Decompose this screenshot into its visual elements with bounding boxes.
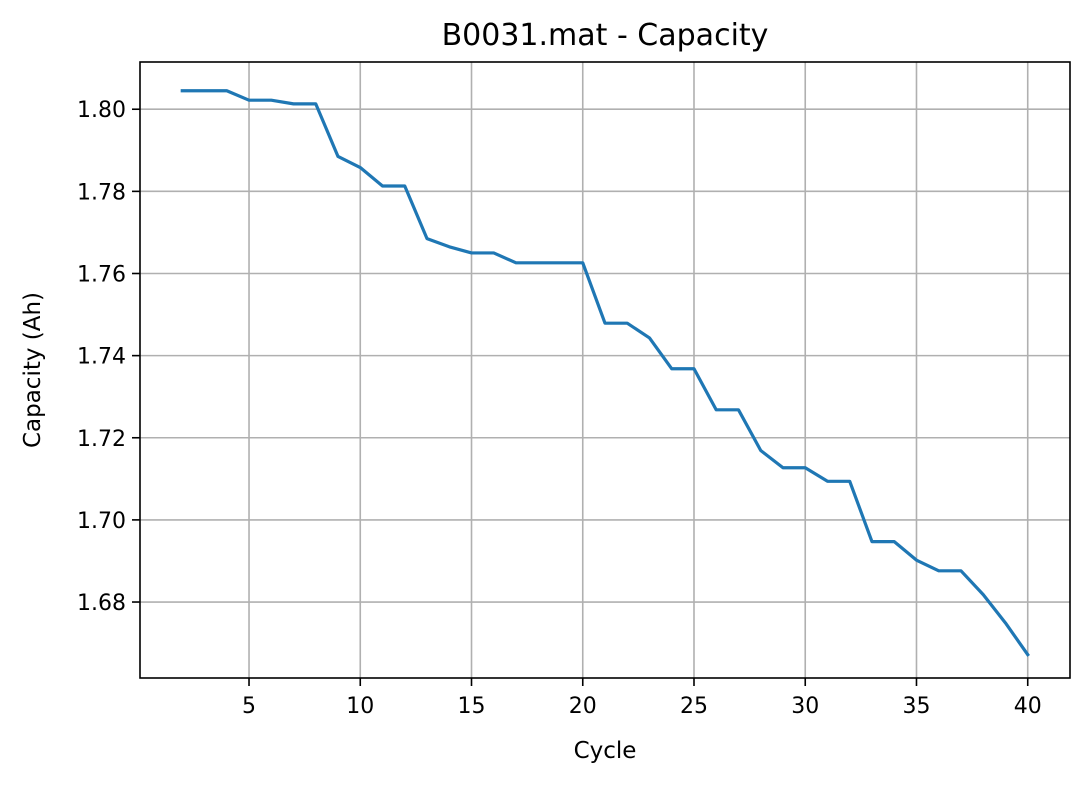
y-axis-ticks: 1.68 1.70 1.72 1.74 1.76 1.78 1.80 xyxy=(77,98,140,616)
grid xyxy=(140,62,1070,678)
y-tick-label: 1.68 xyxy=(77,591,126,616)
y-tick-label: 1.74 xyxy=(77,345,126,370)
y-tick-label: 1.76 xyxy=(77,262,126,287)
plot-area-frame xyxy=(139,61,1071,679)
x-tick-label: 25 xyxy=(680,694,708,719)
x-tick-label: 10 xyxy=(346,694,374,719)
x-tick-label: 15 xyxy=(458,694,486,719)
x-axis-ticks: 5 10 15 20 25 30 35 40 xyxy=(242,678,1042,719)
y-tick-label: 1.80 xyxy=(77,98,126,123)
x-axis-label: Cycle xyxy=(574,738,637,764)
x-tick-label: 20 xyxy=(569,694,597,719)
y-axis-label: Capacity (Ah) xyxy=(20,292,46,448)
y-tick-label: 1.78 xyxy=(77,180,126,205)
x-tick-label: 30 xyxy=(791,694,819,719)
x-tick-label: 5 xyxy=(242,694,256,719)
chart-title: B0031.mat - Capacity xyxy=(442,18,769,53)
series-line-capacity xyxy=(180,89,1030,657)
y-tick-label: 1.72 xyxy=(77,427,126,452)
x-tick-label: 40 xyxy=(1014,694,1042,719)
x-tick-label: 35 xyxy=(902,694,930,719)
y-tick-label: 1.70 xyxy=(77,509,126,534)
